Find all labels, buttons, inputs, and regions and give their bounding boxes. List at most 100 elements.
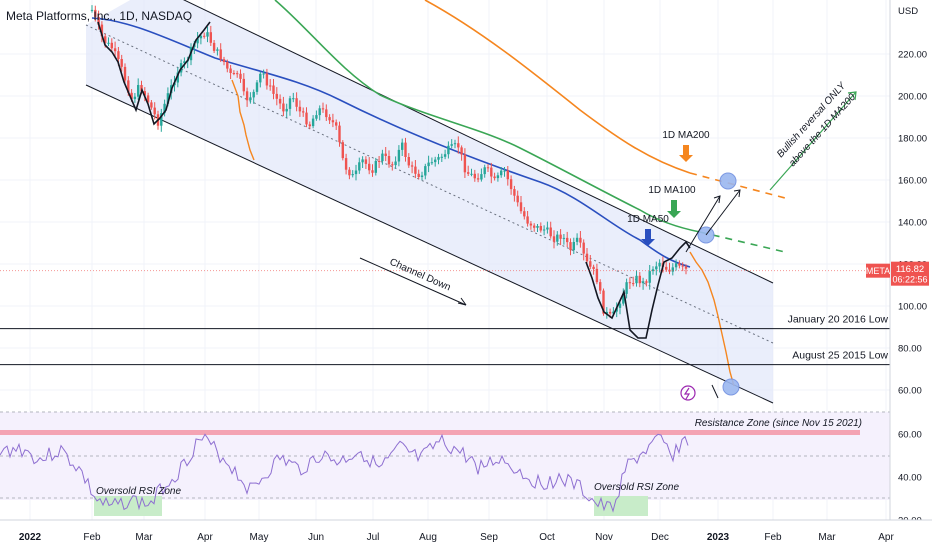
candle-body-46 <box>242 78 245 92</box>
candle-body-118 <box>480 174 483 180</box>
candle-body-11 <box>127 80 130 93</box>
candle-body-45 <box>239 73 242 79</box>
candle-body-39 <box>219 49 222 60</box>
resistance-zone-label: Resistance Zone (since Nov 15 2021) <box>695 418 862 429</box>
arrow-to-ma200-head <box>713 195 721 204</box>
ma-arrow-shaft-0 <box>645 229 651 240</box>
candle-body-163 <box>628 282 632 284</box>
candle-body-127 <box>509 179 513 190</box>
candle-body-14 <box>137 85 140 97</box>
candle-body-120 <box>486 167 490 169</box>
candle-body-112 <box>460 147 463 155</box>
candle-body-44 <box>236 73 239 75</box>
candle-body-33 <box>199 35 203 39</box>
x-tick-5: Jun <box>308 532 324 543</box>
candle-body-161 <box>622 293 625 304</box>
candle-body-80 <box>354 170 358 175</box>
candle-body-139 <box>549 227 552 237</box>
candle-body-71 <box>325 109 328 118</box>
candle-body-96 <box>407 157 410 166</box>
x-tick-6: Jul <box>367 532 380 543</box>
candle-body-79 <box>351 174 354 176</box>
candle-body-116 <box>473 173 476 179</box>
candle-body-88 <box>381 153 384 162</box>
candle-body-110 <box>453 143 457 145</box>
rsi-tick-0: 60.00 <box>898 430 922 441</box>
bullish-arrow-head <box>847 91 857 101</box>
candle-body-34 <box>203 35 206 37</box>
ma-arrow-shaft-2 <box>683 145 689 156</box>
candle-body-159 <box>615 307 618 312</box>
candle-body-7 <box>113 48 117 52</box>
candle-body-162 <box>625 282 628 294</box>
moving-averages-layer <box>91 0 786 268</box>
ma200-line <box>424 0 691 174</box>
channel-fill <box>86 0 773 403</box>
ma-arrow-head-1 <box>667 211 681 218</box>
ma200-projection <box>689 172 786 199</box>
candle-body-4 <box>104 36 107 44</box>
candle-body-26 <box>176 72 179 83</box>
low-arrow <box>711 384 719 399</box>
candle-body-17 <box>146 95 150 103</box>
candle-body-138 <box>546 227 549 230</box>
candle-body-123 <box>496 175 500 179</box>
candle-body-98 <box>414 166 417 174</box>
candle-body-171 <box>655 266 658 270</box>
x-tick-11: Dec <box>651 532 669 543</box>
candle-body-174 <box>665 266 668 270</box>
rsi-panel: Resistance Zone (since Nov 15 2021) Overs… <box>0 411 890 516</box>
candle-body-166 <box>638 275 641 284</box>
candle-body-62 <box>295 98 298 107</box>
candle-body-72 <box>328 117 331 121</box>
y-tick-6: 100.00 <box>898 302 927 313</box>
candle-body-75 <box>338 125 341 143</box>
y-tick-3: 160.00 <box>898 176 927 187</box>
candle-body-59 <box>285 108 288 112</box>
candle-body-122 <box>493 176 496 179</box>
candle-body-111 <box>457 143 460 148</box>
candle-body-114 <box>467 172 470 174</box>
ticker-tag-bg <box>866 263 890 278</box>
fractal-overlay-1 <box>97 21 211 126</box>
y-tick-7: 80.00 <box>898 344 922 355</box>
candle-body-9 <box>120 59 123 67</box>
candle-body-147 <box>575 237 579 242</box>
fractal-overlay-2 <box>585 240 691 339</box>
candle-body-117 <box>476 178 480 180</box>
candle-body-65 <box>305 112 308 125</box>
candles-layer <box>90 5 735 387</box>
candle-body-128 <box>513 189 516 196</box>
candle-body-51 <box>259 73 262 83</box>
oversold-label-2: Oversold RSI Zone <box>594 482 679 493</box>
candle-body-95 <box>404 142 407 157</box>
currency-label: USD <box>898 6 918 17</box>
candle-body-124 <box>500 170 503 176</box>
candle-body-81 <box>358 162 361 171</box>
candle-body-150 <box>585 253 589 262</box>
candle-body-108 <box>447 145 450 155</box>
candle-body-97 <box>410 165 414 167</box>
candle-body-164 <box>632 283 635 285</box>
channel-arrow-head <box>457 297 467 306</box>
bullish-arrow-line <box>769 91 857 191</box>
candle-body-133 <box>529 223 533 226</box>
candle-body-142 <box>559 234 562 239</box>
candle-body-126 <box>506 170 509 180</box>
candle-body-153 <box>595 268 599 283</box>
candle-body-73 <box>331 120 335 123</box>
candle-body-104 <box>434 159 437 163</box>
candle-body-61 <box>292 98 295 100</box>
candle-body-107 <box>443 154 447 157</box>
candle-body-52 <box>262 73 265 75</box>
candle-body-37 <box>212 42 216 51</box>
bottom-axis-background <box>0 520 932 550</box>
candle-body-135 <box>536 226 539 228</box>
candle-body-144 <box>566 237 569 243</box>
candle-body-106 <box>440 156 443 158</box>
candle-body-21 <box>160 113 163 126</box>
candle-body-134 <box>533 225 536 228</box>
candle-body-176 <box>671 267 674 272</box>
candle-body-83 <box>364 159 368 164</box>
